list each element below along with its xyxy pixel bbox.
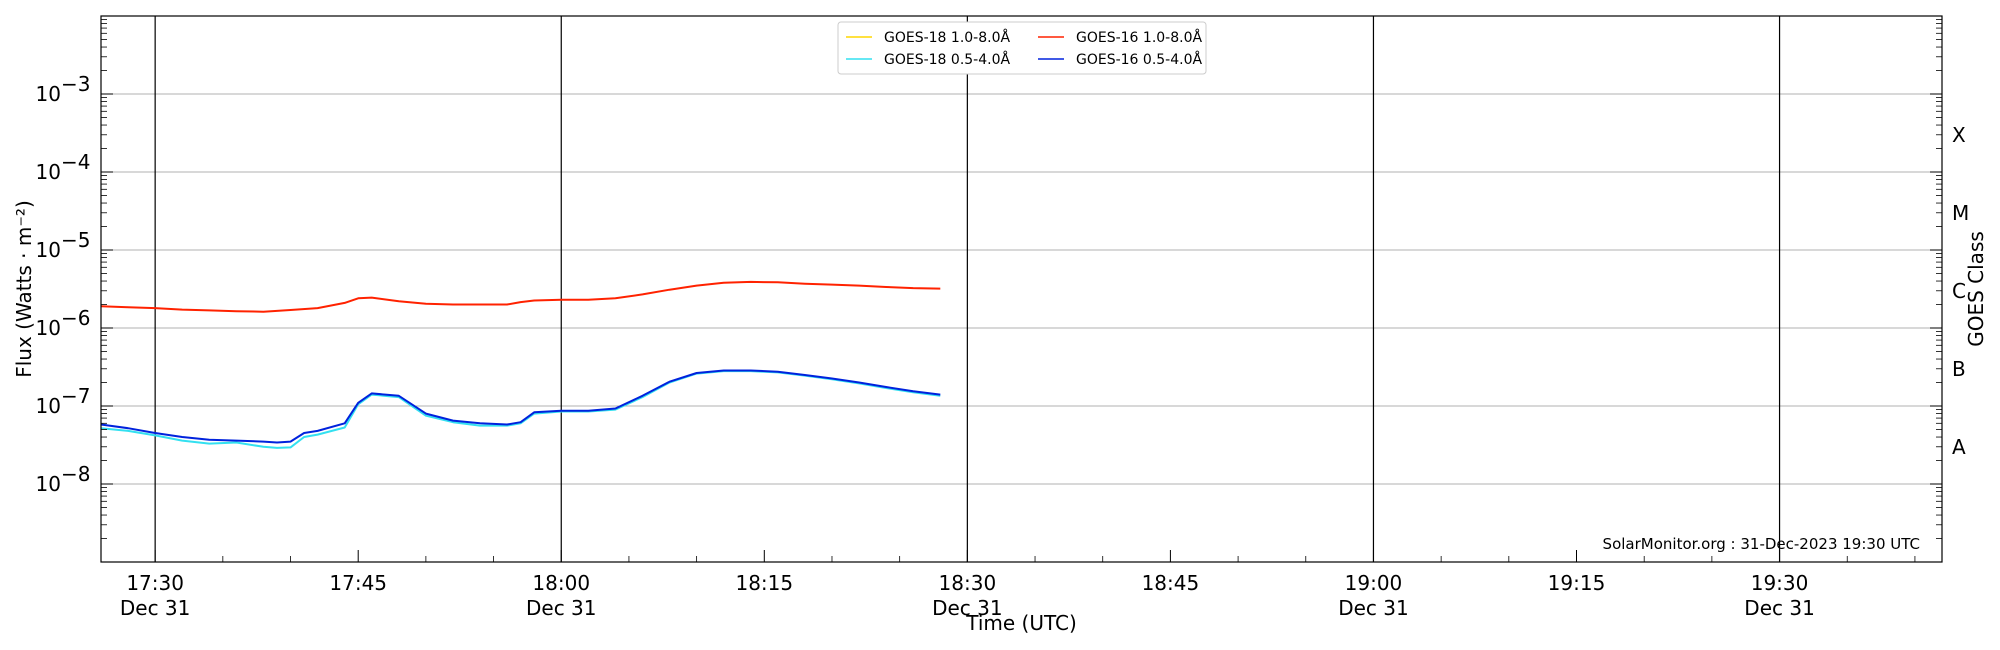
x-tick-label: 18:45 — [1142, 571, 1200, 595]
series-line-3 — [100, 369, 941, 444]
legend-label: GOES-18 0.5-4.0Å — [884, 51, 1010, 68]
vertical-lines-layer — [154, 16, 1781, 562]
y-tick-exponent: −3 — [61, 72, 90, 96]
footer-credit: SolarMonitor.org : 31-Dec-2023 19:30 UTC — [1603, 535, 1920, 553]
y-tick-label: 10 — [36, 316, 61, 340]
x-tick-sublabel: Dec 31 — [932, 596, 1003, 620]
x-tick-label: 18:15 — [735, 571, 793, 595]
goes-class-label: X — [1952, 123, 1966, 147]
goes-class-label: M — [1952, 201, 1969, 225]
y-tick-exponent: −5 — [61, 228, 90, 252]
series-layer — [100, 280, 941, 449]
plot-frame — [100, 15, 1943, 563]
grid-layer — [101, 93, 1942, 485]
legend-label: GOES-18 1.0-8.0Å — [884, 29, 1010, 46]
x-tick-sublabel: Dec 31 — [526, 596, 597, 620]
goes-class-label: C — [1952, 279, 1966, 303]
y-tick-label: 10 — [36, 82, 61, 106]
y-tick-label: 10 — [36, 394, 61, 418]
y-axis-label: Flux (Watts · m⁻²) — [12, 200, 36, 378]
x-tick-sublabel: Dec 31 — [120, 596, 191, 620]
goes-class-label: B — [1952, 357, 1966, 381]
x-axis-label: Time (UTC) — [965, 611, 1077, 635]
x-tick-label: 19:15 — [1548, 571, 1606, 595]
x-tick-label: 18:00 — [532, 571, 590, 595]
series-line-2 — [100, 370, 941, 449]
x-tick-sublabel: Dec 31 — [1744, 596, 1815, 620]
x-tick-label: 17:30 — [126, 571, 184, 595]
y-tick-exponent: −4 — [61, 150, 90, 174]
x-tick-label: 19:00 — [1345, 571, 1403, 595]
x-tick-label: 18:30 — [939, 571, 997, 595]
y-tick-exponent: −7 — [61, 384, 90, 408]
legend-box — [837, 21, 1207, 75]
x-tick-label: 19:30 — [1751, 571, 1809, 595]
series-line-1 — [100, 280, 941, 313]
legend-label: GOES-16 1.0-8.0Å — [1076, 29, 1202, 46]
y-tick-label: 10 — [36, 238, 61, 262]
tick-layer — [101, 19, 1942, 562]
y-tick-exponent: −8 — [61, 462, 90, 486]
x-tick-label: 17:45 — [329, 571, 387, 595]
x-tick-sublabel: Dec 31 — [1338, 596, 1409, 620]
legend-label: GOES-16 0.5-4.0Å — [1076, 51, 1202, 68]
goes-class-label: A — [1952, 435, 1966, 459]
legend: GOES-18 1.0-8.0Å GOES-16 1.0-8.0Å GOES-18 … — [837, 21, 1207, 75]
y-tick-label: 10 — [36, 160, 61, 184]
goes-class-axis-label: GOES Class — [1964, 231, 1988, 347]
y-tick-label: 10 — [36, 472, 61, 496]
y-tick-exponent: −6 — [61, 306, 90, 330]
